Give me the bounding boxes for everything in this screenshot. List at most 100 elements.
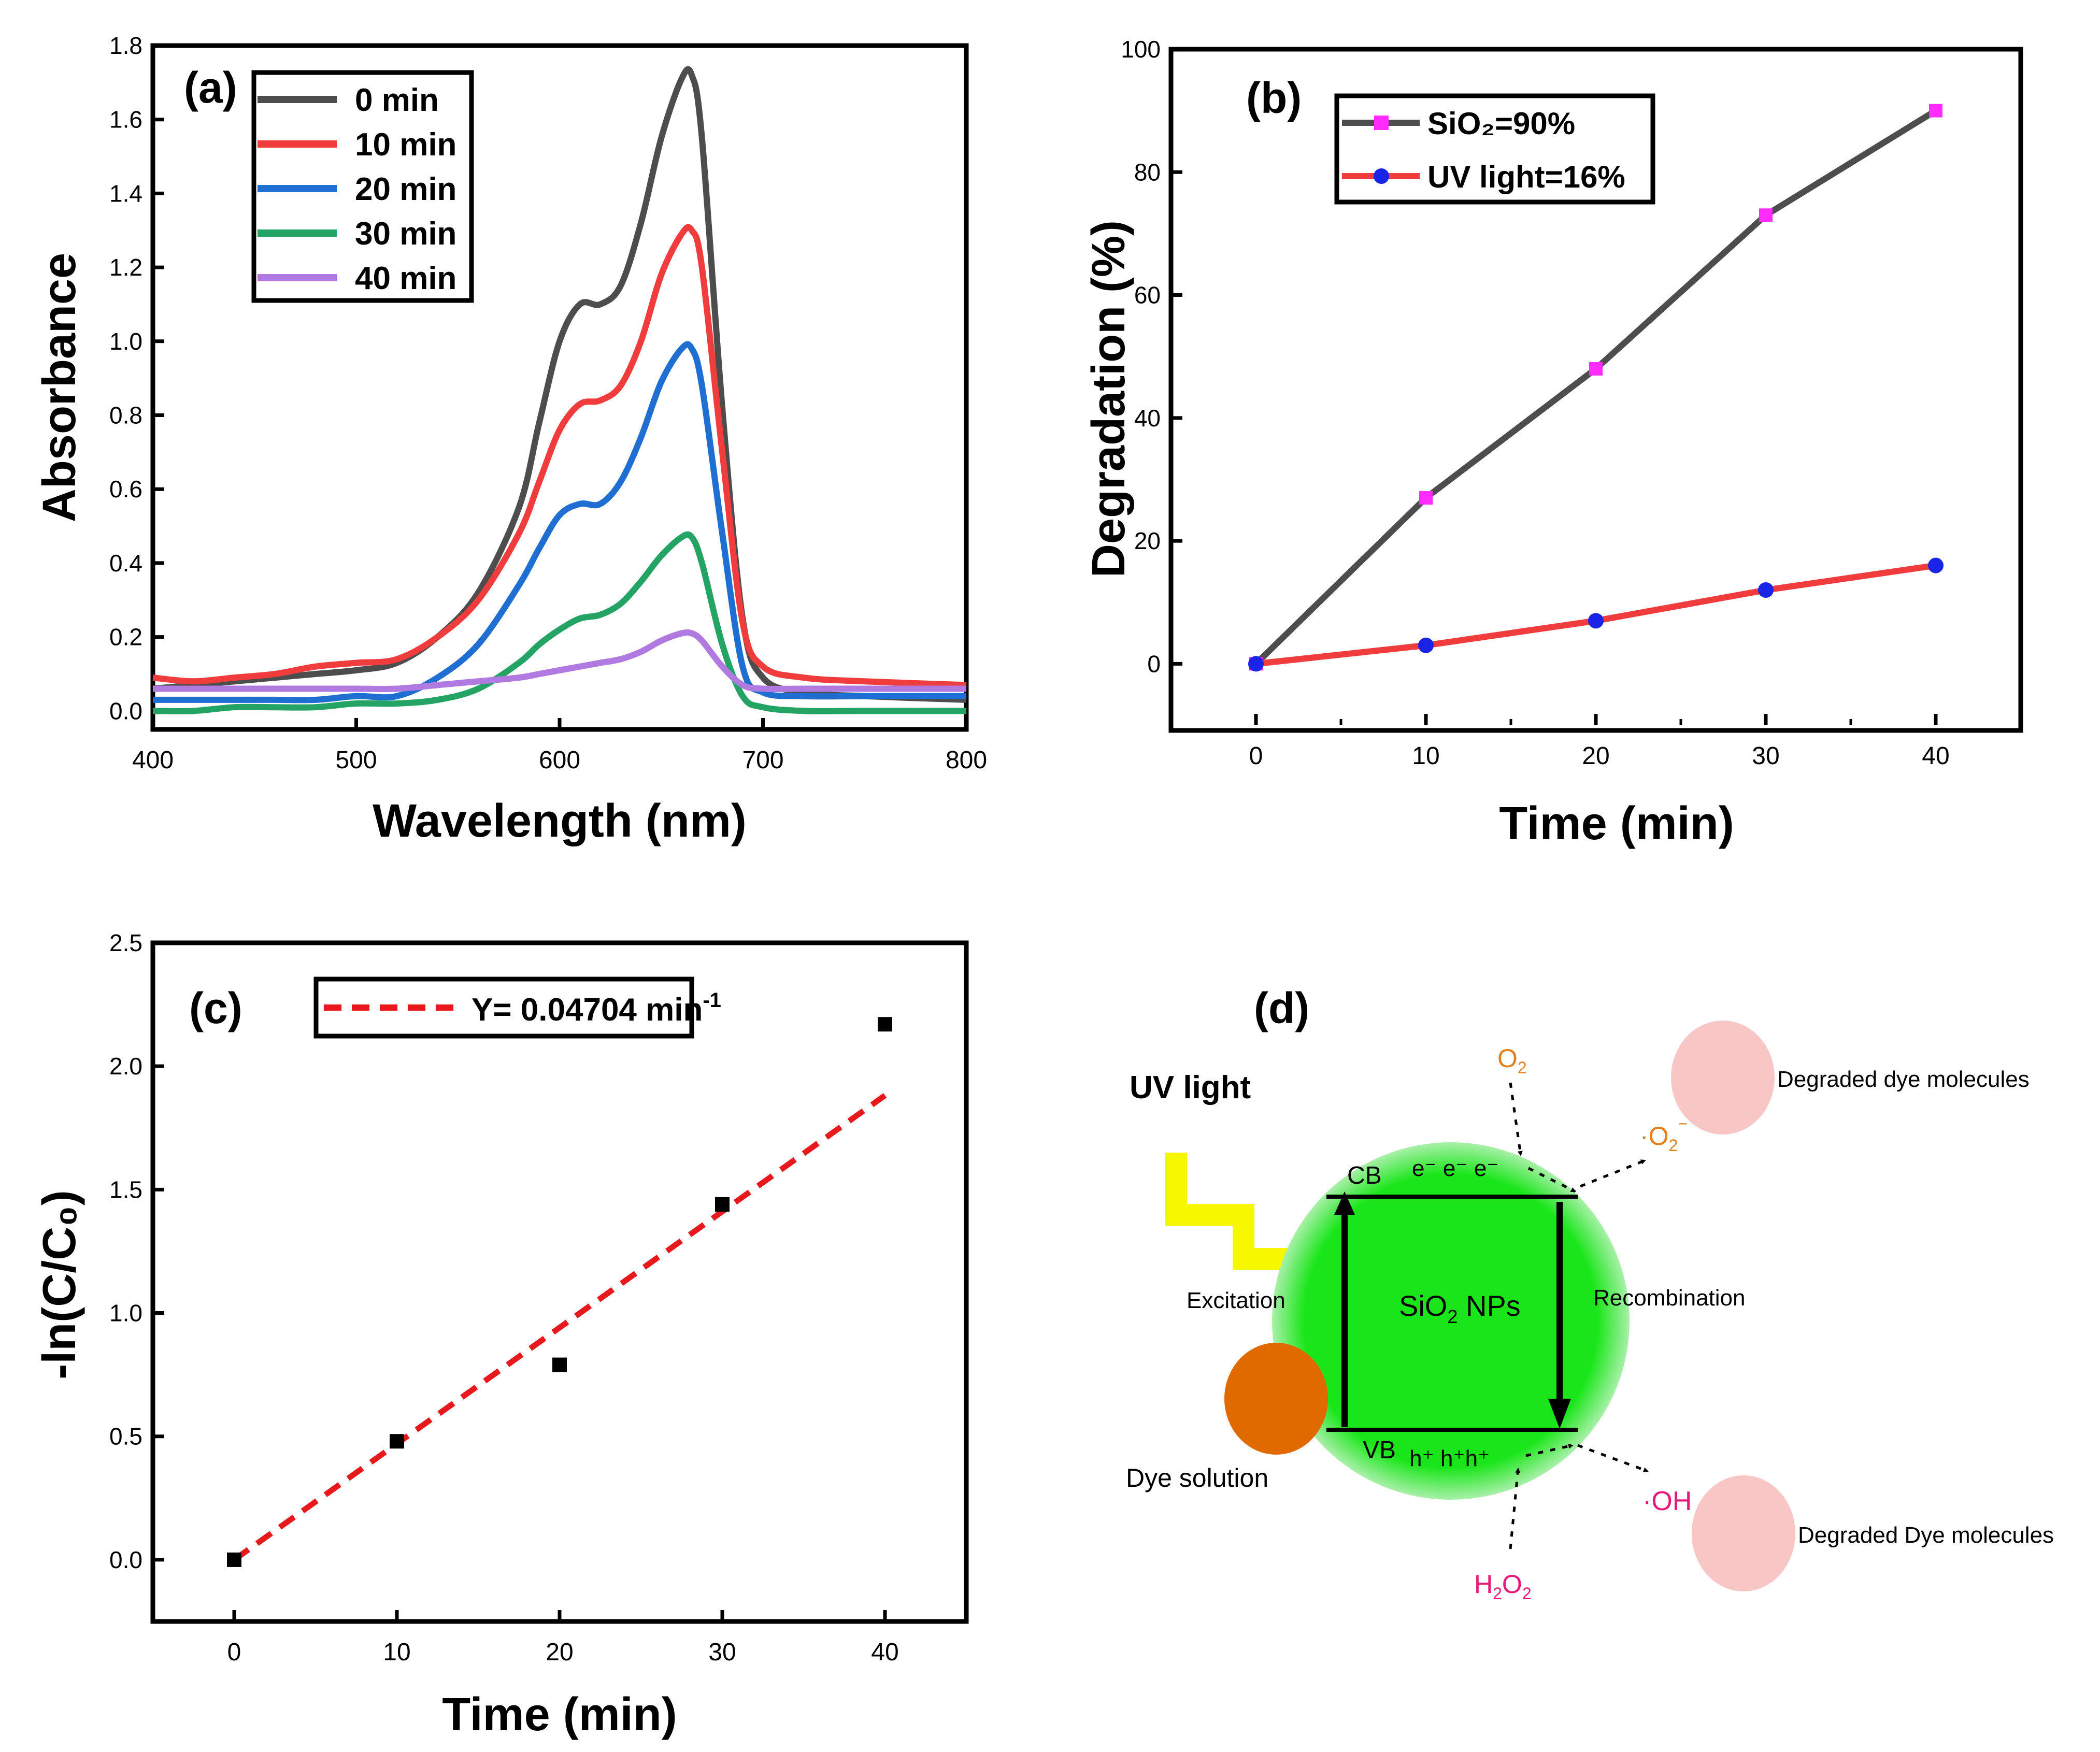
kinetics-point: [552, 1357, 567, 1372]
h2o2-label-h: H: [1474, 1570, 1493, 1599]
panel-c-kinetics: 0.0 0.5 1.0 1.5 2.0 2.5 0 10 20 30 40 (c) Time (m…: [34, 929, 969, 1741]
panel-d-mechanism-diagram: (d) UV light CB e⁻ e⁻ e⁻ VB h⁺ h⁺h⁺ SiO2…: [1126, 984, 2054, 1603]
panel-b-x-ticks: 0 10 20 30 40: [1169, 714, 2022, 770]
x-tick-label: 0: [1249, 742, 1263, 770]
panel-a-series: [152, 66, 967, 714]
legend-label: 40 min: [355, 261, 456, 296]
x-tick-label: 500: [335, 746, 377, 774]
x-tick-label: 10: [1412, 742, 1439, 770]
nps-label-suffix: NPs: [1458, 1289, 1520, 1322]
o2-label: O2: [1497, 1044, 1527, 1077]
panel-b-legend: SiO₂=90% UV light=16%: [1334, 93, 1655, 205]
sio2-nanoparticle: [1272, 1142, 1630, 1500]
vb-label: VB: [1363, 1437, 1396, 1464]
degradation-point: [1418, 637, 1434, 653]
panel-b-degradation: 0 20 40 60 80 100 0 10 20 30 40 (b) Time (min) De…: [1083, 36, 2023, 850]
h2o2-to-vb-arrow: [1525, 1443, 1574, 1457]
x-tick-label: 10: [383, 1639, 410, 1666]
nps-label-text: SiO: [1399, 1289, 1447, 1322]
degraded-bottom-label: Degraded Dye molecules: [1798, 1523, 2054, 1548]
x-tick-label: 30: [1752, 742, 1779, 770]
panel-b-title: (b): [1246, 74, 1302, 122]
x-tick-label: 20: [546, 1639, 573, 1666]
degraded-molecule-top: [1671, 1021, 1775, 1135]
x-tick-label: 40: [1922, 742, 1949, 770]
degradation-point: [1758, 582, 1774, 598]
panel-c-title: (c): [189, 984, 242, 1032]
uv-light-label: UV light: [1130, 1070, 1251, 1105]
legend-label: 30 min: [355, 216, 456, 252]
y-tick-label: 0.5: [109, 1423, 142, 1450]
absorbance-line-30-min: [152, 531, 966, 714]
degraded-top-label: Degraded dye molecules: [1777, 1067, 2030, 1092]
panel-c-legend: Y= 0.04704 min-1: [313, 976, 721, 1039]
cb-to-o2-arrow: [1527, 1167, 1576, 1193]
panel-c-y-ticks: 0.0 0.5 1.0 1.5 2.0 2.5: [109, 929, 164, 1573]
y-tick-label: 2.0: [109, 1053, 142, 1080]
x-tick-label: 600: [539, 746, 580, 774]
y-tick-label: 20: [1134, 527, 1161, 554]
kinetics-point: [227, 1552, 241, 1567]
x-tick-label: 700: [742, 746, 783, 774]
legend-label: SiO₂=90%: [1427, 106, 1575, 141]
y-tick-label: 0.0: [109, 697, 142, 724]
y-tick-label: 0.4: [109, 550, 142, 577]
panel-a-x-axis-label: Wavelength (nm): [373, 795, 747, 847]
dye-solution-blob: [1224, 1343, 1328, 1455]
degraded-molecule-bottom: [1692, 1475, 1795, 1591]
y-tick-label: 80: [1134, 159, 1161, 185]
y-tick-label: 1.2: [109, 254, 142, 281]
y-tick-label: 0.6: [109, 476, 142, 502]
degradation-point: [1588, 613, 1604, 629]
absorbance-line-40-min: [152, 629, 966, 693]
panel-c-y-axis-label: -ln(C/C₀): [34, 1190, 85, 1379]
superoxide-label-sup: −: [1678, 1114, 1688, 1133]
y-tick-label: 1.5: [109, 1176, 142, 1203]
degradation-point: [1248, 656, 1264, 672]
panel-a-absorbance: 0.0 0.2 0.4 0.6 0.8 1.0 1.2 1.4 1.6 1.8 400 500 600…: [34, 32, 987, 847]
o2-label-sub: 2: [1518, 1058, 1527, 1077]
dye-solution-label: Dye solution: [1126, 1463, 1268, 1492]
panel-b-frame: [1168, 47, 2023, 733]
legend-label: 10 min: [355, 127, 456, 163]
panel-a-title: (a): [184, 63, 237, 112]
y-tick-label: 0: [1147, 650, 1161, 677]
panel-c-frame: [150, 940, 969, 1624]
panel-b-y-ticks: 0 20 40 60 80 100: [1121, 36, 1182, 677]
degradation-point: [1759, 208, 1773, 222]
absorbance-line-20-min: [153, 341, 966, 703]
electrons-label: e⁻ e⁻ e⁻: [1412, 1156, 1499, 1181]
h2o2-label-sub1: 2: [1493, 1584, 1502, 1603]
degradation-point: [1419, 491, 1433, 505]
cb-label: CB: [1347, 1162, 1382, 1189]
kinetics-point: [390, 1434, 404, 1449]
x-tick-label: 40: [871, 1639, 898, 1666]
y-tick-label: 0.0: [109, 1546, 142, 1573]
panel-b-series: [1248, 104, 1944, 672]
y-tick-label: 60: [1134, 282, 1161, 309]
legend-label: UV light=16%: [1427, 160, 1625, 194]
panel-c-x-ticks: 0 10 20 30 40: [227, 1610, 899, 1666]
panel-c-legend-box: [313, 976, 694, 1039]
y-tick-label: 0.8: [109, 402, 142, 429]
panel-b-x-axis-label: Time (min): [1499, 798, 1734, 850]
superoxide-label: ·O2−: [1640, 1114, 1688, 1155]
legend-swatch-marker: [1374, 116, 1389, 130]
y-tick-label: 1.4: [109, 180, 142, 207]
h2o2-arrow: [1509, 1468, 1521, 1549]
o2-label-text: O: [1497, 1044, 1518, 1073]
y-tick-label: 1.0: [109, 328, 142, 355]
panel-b-legend-box: [1334, 93, 1655, 205]
panel-c-plot: [227, 1017, 892, 1567]
panel-c-legend-fit-text: Y= 0.04704 min: [472, 992, 703, 1028]
y-tick-label: 40: [1134, 405, 1161, 432]
superoxide-label-sub: 2: [1669, 1136, 1678, 1155]
y-tick-label: 2.5: [109, 929, 142, 956]
excitation-arrow-head: [1334, 1191, 1355, 1215]
linear-fit-line: [232, 1093, 887, 1562]
panel-c-legend-label: Y= 0.04704 min-1: [472, 989, 721, 1028]
kinetics-point: [878, 1017, 892, 1032]
hydroxyl-label: ·OH: [1642, 1486, 1692, 1516]
superoxide-arrow: [1580, 1159, 1646, 1188]
panel-d-title: (d): [1254, 984, 1309, 1032]
